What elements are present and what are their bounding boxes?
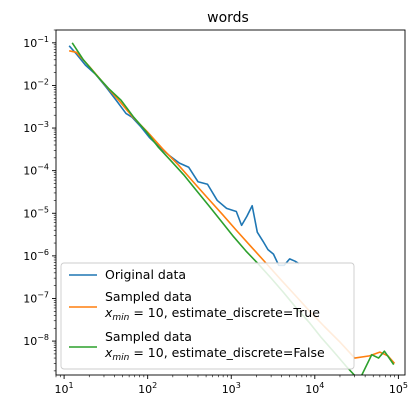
x-tick-label-5: 105 — [389, 381, 408, 396]
y-tick-label-3: 10−3 — [23, 120, 49, 135]
series-line-3 — [71, 42, 395, 375]
legend-label-3-line1: Sampled data — [105, 329, 192, 344]
x-tick-label-4: 104 — [305, 381, 324, 396]
x-tick-label-1: 101 — [55, 381, 74, 396]
legend-box — [60, 262, 355, 370]
legend-label-2-line2: xmin = 10, estimate_discrete=True — [104, 305, 320, 323]
x-tick-label-2: 102 — [138, 381, 157, 396]
chart-title: words — [207, 10, 249, 26]
legend-label-2-line1: Sampled data — [105, 289, 192, 304]
series-line-1 — [68, 45, 300, 267]
legend-label-3-line2: xmin = 10, estimate_discrete=False — [104, 345, 325, 363]
y-tick-label-5: 10−5 — [23, 205, 49, 220]
x-tick-label-3: 103 — [222, 381, 241, 396]
y-tick-label-2: 10−2 — [23, 77, 49, 92]
y-tick-label-6: 10−6 — [23, 248, 49, 263]
series-line-2 — [69, 50, 396, 364]
y-tick-label-1: 10−1 — [23, 35, 49, 50]
y-tick-label-8: 10−8 — [23, 333, 49, 348]
axes: 101 102 103 104 105 10−1 10−2 10−3 10−4 10−5 10−6 1… — [23, 29, 408, 396]
legend-label-1: Original data — [105, 267, 186, 282]
series-group — [68, 42, 396, 375]
y-tick-label-7: 10−7 — [23, 290, 49, 305]
y-tick-label-4: 10−4 — [23, 163, 49, 178]
plot-frame — [55, 29, 406, 376]
